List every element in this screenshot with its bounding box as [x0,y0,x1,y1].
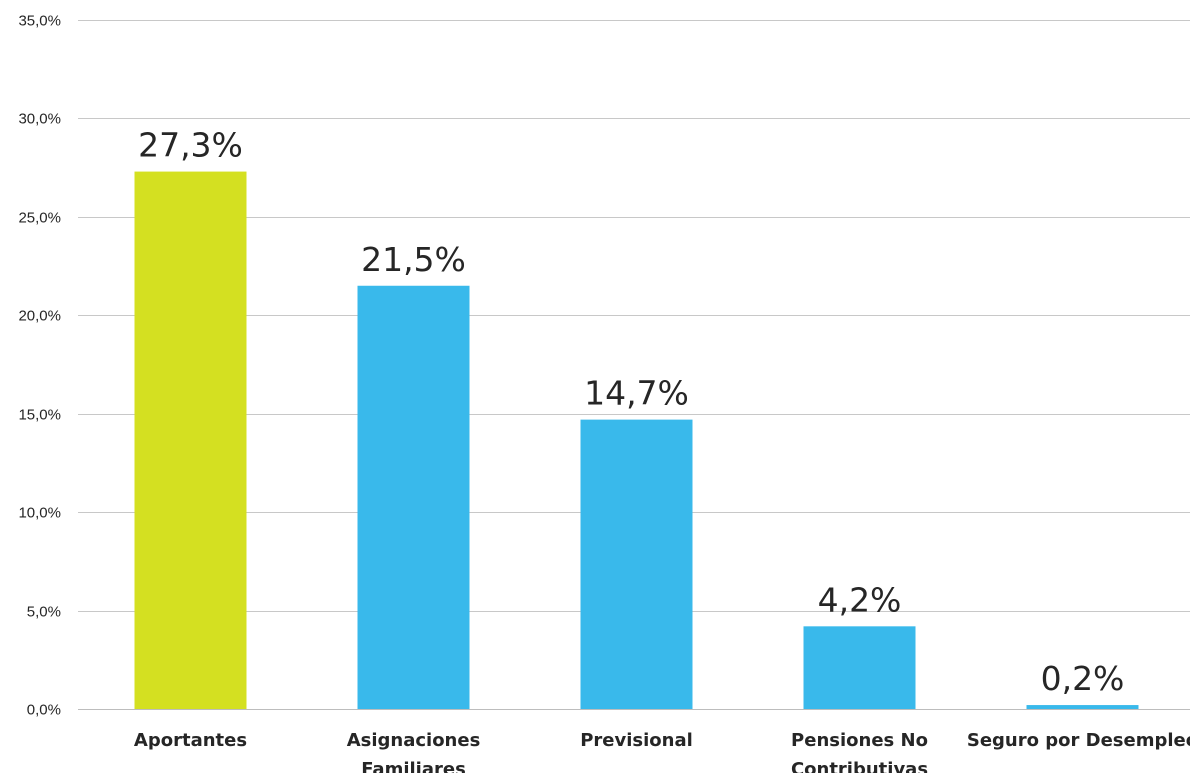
data-label: 0,2% [1041,659,1125,698]
data-labels: 27,3% 21,5% 14,7% 4,2% 0,2% [138,126,1124,698]
y-tick-label: 20,0% [18,308,61,325]
x-tick-label: Pensiones No Contributivas [791,730,928,773]
bars [134,171,1139,709]
y-tick-label: 25,0% [18,210,61,227]
x-tick-label-line: Aportantes [134,730,247,751]
x-tick-label-line: Seguro por Desempleo [967,730,1190,751]
bar [1026,705,1139,709]
y-axis-tick-labels: 0,0% 5,0% 10,0% 15,0% 20,0% 25,0% 30,0% 35,0% [18,13,61,719]
y-tick-label: 10,0% [18,505,61,522]
x-tick-label: Seguro por Desempleo [967,730,1190,751]
y-tick-label: 35,0% [18,13,61,30]
x-tick-label-line: Contributivas [791,759,928,773]
y-tick-label: 30,0% [18,111,61,128]
y-tick-label: 0,0% [27,702,61,719]
x-tick-label-line: Pensiones No [791,730,928,751]
y-tick-label: 5,0% [27,604,61,621]
bar [580,419,693,709]
x-tick-label-line: Asignaciones [347,730,481,751]
x-tick-label: Asignaciones Familiares [347,730,481,773]
x-axis-category-labels: Aportantes Asignaciones Familiares Previsio… [134,730,1190,773]
data-label: 21,5% [361,240,466,279]
y-tick-label: 15,0% [18,407,61,424]
data-label: 4,2% [818,580,902,619]
x-tick-label-line: Familiares [361,759,466,773]
bar [357,285,470,709]
data-label: 27,3% [138,126,243,165]
bar [803,626,916,709]
data-label: 14,7% [584,374,689,413]
x-tick-label: Previsional [580,730,693,751]
bar [134,171,247,709]
x-tick-label: Aportantes [134,730,247,751]
x-tick-label-line: Previsional [580,730,693,751]
